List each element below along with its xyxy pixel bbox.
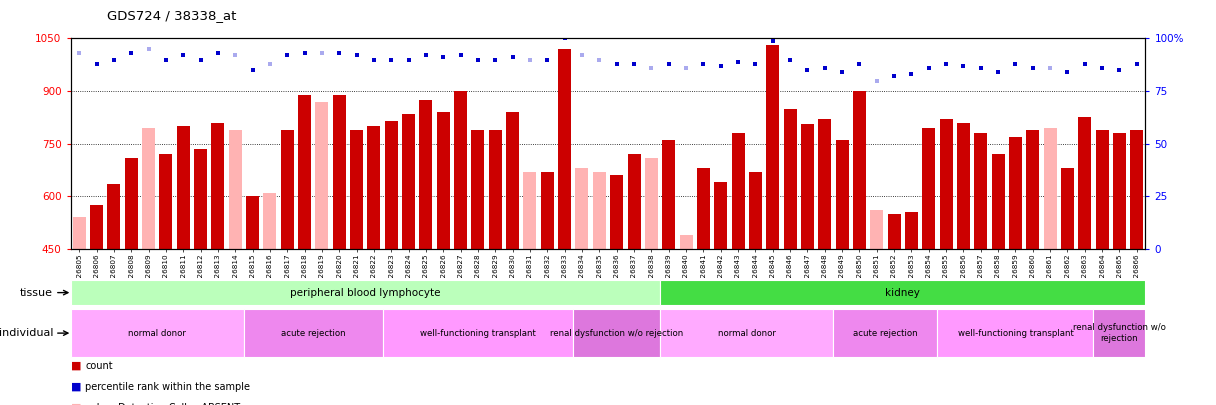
Bar [991,154,1004,249]
Bar [818,119,832,249]
Bar [801,124,814,249]
Bar [922,128,935,249]
Bar [420,100,433,249]
Text: individual: individual [0,328,54,338]
Bar [402,114,415,249]
Bar [229,130,242,249]
Bar [454,91,467,249]
Bar [384,121,398,249]
Bar [107,184,120,249]
Bar [593,172,606,249]
Text: acute rejection: acute rejection [854,328,918,338]
Text: ■: ■ [71,403,81,405]
Text: normal donor: normal donor [717,328,776,338]
Text: value, Detection Call = ABSENT: value, Detection Call = ABSENT [85,403,241,405]
Bar [1026,130,1040,249]
Bar [1079,117,1091,249]
Text: normal donor: normal donor [128,328,186,338]
Bar [714,182,727,249]
Text: percentile rank within the sample: percentile rank within the sample [85,382,250,392]
Bar [176,126,190,249]
Text: acute rejection: acute rejection [281,328,345,338]
Bar [71,280,660,305]
Bar [610,175,623,249]
Bar [472,130,484,249]
Bar [573,309,660,357]
Bar [350,130,364,249]
Text: ■: ■ [71,361,81,371]
Bar [835,140,849,249]
Bar [680,235,693,249]
Bar [852,91,866,249]
Text: well-functioning transplant: well-functioning transplant [957,328,1074,338]
Bar [506,112,519,249]
Bar [125,158,137,249]
Bar [333,95,345,249]
Bar [1009,137,1021,249]
Bar [783,109,796,249]
Bar [697,168,710,249]
Bar [315,102,328,249]
Bar [73,217,85,249]
Bar [212,123,225,249]
Bar [660,309,833,357]
Bar [159,154,173,249]
Text: ■: ■ [71,382,81,392]
Bar [833,309,938,357]
Bar [195,149,207,249]
Bar [938,309,1093,357]
Bar [663,140,675,249]
Bar [766,45,779,249]
Text: tissue: tissue [21,288,54,298]
Bar [71,309,244,357]
Bar [367,126,381,249]
Bar [974,133,987,249]
Bar [558,49,572,249]
Text: kidney: kidney [885,288,921,298]
Bar [957,123,970,249]
Bar [575,168,589,249]
Bar [732,133,744,249]
Bar [627,154,641,249]
Bar [660,280,1145,305]
Bar [281,130,294,249]
Bar [489,130,502,249]
Bar [1113,133,1126,249]
Bar [905,212,918,249]
Bar [142,128,156,249]
Bar [1093,309,1145,357]
Text: count: count [85,361,113,371]
Bar [1096,130,1109,249]
Bar [1043,128,1057,249]
Text: GDS724 / 38338_at: GDS724 / 38338_at [107,9,236,22]
Text: peripheral blood lymphocyte: peripheral blood lymphocyte [291,288,440,298]
Bar [888,214,901,249]
Text: well-functioning transplant: well-functioning transplant [420,328,536,338]
Bar [523,172,536,249]
Bar [298,95,311,249]
Bar [1060,168,1074,249]
Bar [246,196,259,249]
Bar [264,193,276,249]
Bar [940,119,952,249]
Bar [871,211,883,249]
Bar [244,309,383,357]
Bar [749,172,762,249]
Bar [1131,130,1143,249]
Bar [437,112,450,249]
Text: renal dysfunction w/o rejection: renal dysfunction w/o rejection [550,328,683,338]
Bar [541,172,553,249]
Text: renal dysfunction w/o
rejection: renal dysfunction w/o rejection [1073,324,1166,343]
Bar [90,205,103,249]
Bar [644,158,658,249]
Bar [383,309,573,357]
